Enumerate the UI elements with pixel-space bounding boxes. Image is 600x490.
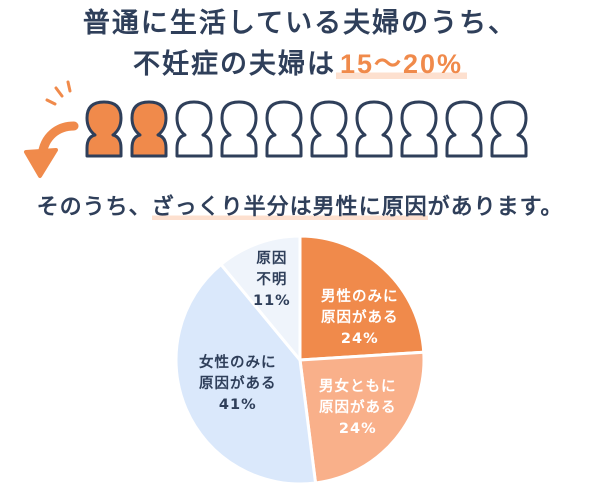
pie-slice-label: 女性のみに 原因がある 41% (199, 353, 277, 416)
subline-suffix: があります。 (427, 195, 564, 220)
curved-arrow-icon (24, 80, 79, 178)
pie-slice-category: 男女ともに 原因がある (319, 378, 397, 416)
headline-line2: 不妊症の夫婦は 15〜20% (0, 44, 600, 85)
subline-prefix: そのうち、 (36, 195, 152, 220)
pie-slice-value: 24% (338, 420, 377, 437)
pie-slice-label: 原因 不明 11% (253, 249, 291, 312)
person-icon (355, 100, 393, 158)
pie-slice-value: 11% (253, 292, 291, 309)
pie-slice (298, 350, 426, 485)
subline: そのうち、ざっくり半分は男性に原因があります。 (0, 189, 600, 221)
pie-slice (174, 262, 318, 486)
headline: 普通に生活している夫婦のうち、 不妊症の夫婦は 15〜20% (0, 4, 600, 85)
headline-percentage: 15〜20% (335, 49, 468, 79)
pie-slice-category: 原因 不明 (256, 250, 288, 288)
sparkle-lines-icon (45, 80, 72, 106)
person-icon (310, 100, 348, 158)
person-icon (490, 100, 528, 158)
pie-slice (298, 234, 426, 362)
pie-slice-category: 女性のみに 原因がある (199, 354, 277, 392)
pie-slice-label: 男女ともに 原因がある 24% (319, 377, 397, 440)
people-row (85, 100, 528, 158)
headline-line1: 普通に生活している夫婦のうち、 (82, 8, 518, 39)
person-icon (220, 100, 258, 158)
person-icon (175, 100, 213, 158)
person-icon-highlighted (130, 100, 168, 158)
person-icon (400, 100, 438, 158)
person-icon (445, 100, 483, 158)
pie-slice-value: 24% (340, 330, 379, 347)
pie-slice-category: 男性のみに 原因がある (321, 288, 399, 326)
headline-line2-prefix: 不妊症の夫婦は (132, 49, 336, 80)
subline-highlight: ざっくり半分は男性に原因 (151, 195, 428, 220)
person-icon (265, 100, 303, 158)
pie-slice (218, 234, 302, 365)
pie-slice-value: 41% (218, 396, 257, 413)
person-icon-highlighted (85, 100, 123, 158)
pie-slice-label: 男性のみに 原因がある 24% (321, 287, 399, 350)
